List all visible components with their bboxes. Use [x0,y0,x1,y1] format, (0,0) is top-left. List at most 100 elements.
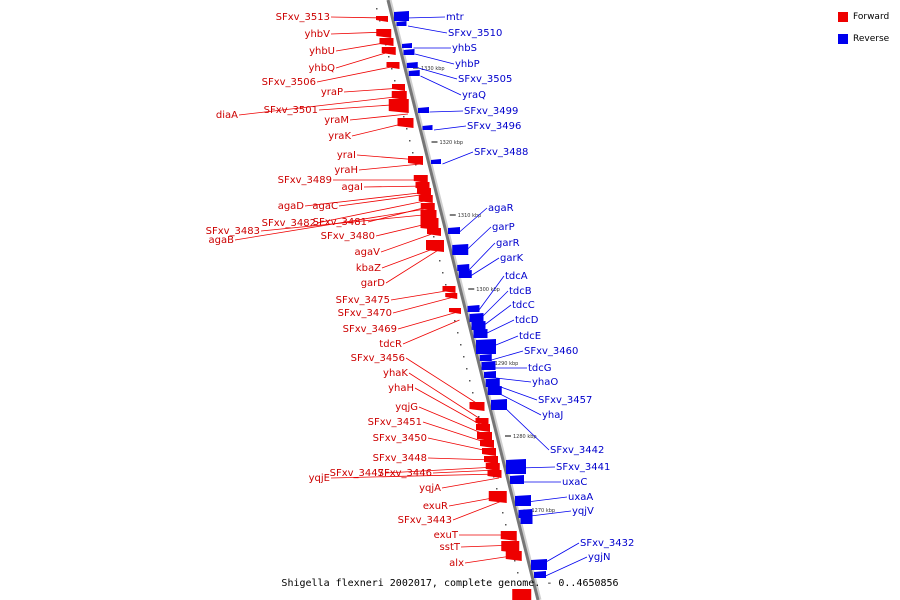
reverse-gene [531,559,547,570]
forward-gene-label: yraK [328,131,351,142]
reverse-leader-line [414,53,455,65]
legend-forward: Forward [838,9,889,24]
forward-gene-label: SFxv_3506 [262,77,316,88]
forward-gene-label: alx [449,558,464,569]
reverse-gene [510,475,524,484]
forward-gene-label: SFxv_3501 [264,105,318,116]
reverse-leader-line [518,466,556,469]
tick-dot [454,320,456,322]
forward-gene [388,99,409,113]
forward-gene-label: diaA [216,110,238,121]
reverse-leader-line [407,25,448,34]
forward-gene-label: garD [361,278,386,289]
reverse-leader-line [530,510,572,517]
tick-dot [412,152,414,154]
forward-gene [469,402,485,411]
forward-gene-label: SFxv_3483 [206,226,260,237]
forward-gene-label: agaI [341,182,363,193]
reverse-gene [515,495,531,506]
reverse-gene-label: tdcD [515,315,539,326]
forward-gene [413,175,428,183]
forward-gene-label: SFxv_3451 [368,417,422,428]
reverse-gene-label: yhbP [455,59,480,70]
forward-leader-line [408,372,486,423]
reverse-leader-line [484,319,515,335]
forward-leader-line [356,154,420,161]
forward-gene-label: yhbQ [309,63,336,74]
reverse-gene-label: garR [496,238,520,249]
forward-leader-line [238,95,404,116]
reverse-gene [479,354,492,361]
forward-gene-label: SFxv_3447 [330,468,384,479]
forward-gene-label: SFxv_3513 [276,12,330,23]
forward-leader-line [330,16,385,19]
forward-leader-line [358,163,421,171]
forward-leader-line [363,185,427,188]
tick-dot [520,584,522,586]
kbp-label: 1290 kbp [495,361,519,367]
reverse-gene-label: SFxv_3510 [448,28,502,39]
reverse-leader-line [420,75,462,96]
reverse-gene-label: yqjV [572,506,594,517]
forward-gene-label: SFxv_3481 [313,217,367,228]
tick-dot [388,56,390,58]
forward-leader-line [427,437,493,453]
forward-gene [391,91,407,100]
tick-dot [463,356,465,358]
forward-gene-label: SFxv_3446 [378,468,432,479]
reverse-leader-line [545,556,588,577]
forward-gene-label: sstT [440,542,461,553]
reverse-gene-label: agaR [488,203,514,214]
forward-gene-label: agaV [355,247,381,258]
forward-gene [500,531,517,541]
reverse-leader-line [442,151,474,165]
reverse-gene [520,517,533,524]
reverse-leader-line [495,377,532,383]
reverse-gene [452,244,469,255]
forward-gene-label: kbaZ [356,263,381,274]
legend-reverse-label: Reverse [853,33,890,44]
reverse-gene [394,11,409,21]
tick-dot [466,368,468,370]
reverse-gene-label: SFxv_3488 [474,147,528,158]
reverse-gene-label: yhbS [452,43,477,54]
forward-leader-line [390,289,453,301]
tick-dot [514,560,516,562]
reverse-gene-label: ygjN [588,552,611,563]
reverse-gene-label: tdcG [528,363,552,374]
forward-leader-line [375,221,436,237]
tick-dot [445,284,447,286]
reverse-gene [431,159,441,164]
forward-leader-line [351,121,411,137]
forward-leader-line [464,554,519,564]
reverse-gene [403,49,415,55]
reverse-leader-line [526,496,568,503]
reverse-leader-line [542,542,580,565]
tick-dot [394,80,396,82]
forward-gene-label: yqjA [419,483,441,494]
reverse-gene-label: tdcC [512,300,535,311]
tick-dot [457,332,459,334]
forward-gene-label: SFxv_3489 [278,175,332,186]
forward-gene [376,16,388,22]
reverse-gene-label: SFxv_3432 [580,538,634,549]
reverse-gene [484,371,496,378]
forward-gene-label: exuR [423,501,448,512]
forward-gene-label: yqjE [309,473,330,484]
forward-leader-line [432,469,498,474]
forward-gene [501,541,520,553]
forward-gene [475,418,489,425]
tick-dot [379,20,381,22]
forward-gene-label: SFxv_3443 [398,515,452,526]
reverse-leader-line [499,393,542,416]
forward-gene [418,195,433,203]
reverse-gene [418,107,429,113]
reverse-gene [469,313,484,322]
reverse-gene [458,270,472,278]
forward-leader-line [441,477,500,489]
reverse-gene [448,227,460,234]
forward-leader-line [452,499,505,521]
forward-gene [386,62,400,69]
forward-gene [476,424,490,432]
